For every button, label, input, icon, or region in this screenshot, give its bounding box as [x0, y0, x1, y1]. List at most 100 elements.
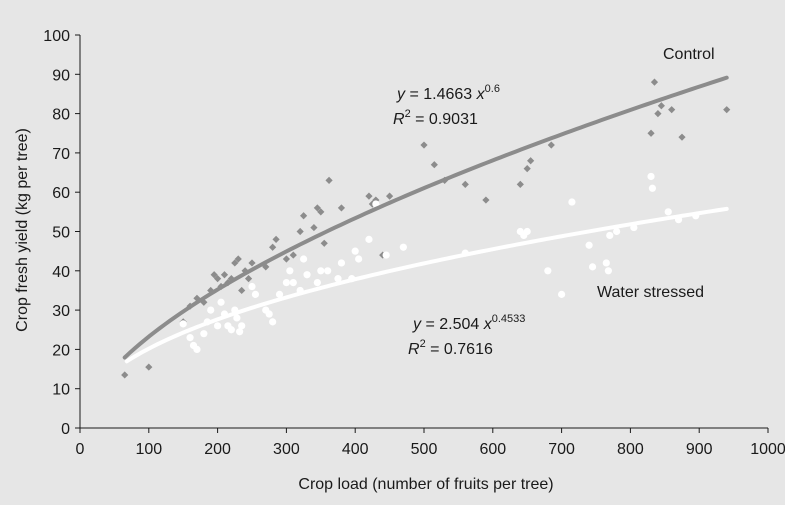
water-stressed-point — [186, 334, 194, 342]
control-point — [210, 271, 218, 279]
control-point — [516, 180, 524, 188]
control-point — [337, 204, 346, 212]
y-tick-label: 80 — [52, 107, 70, 124]
control-point — [313, 204, 321, 212]
tick-labels: 0 100 200 300 400 500 600 700 800 900 1000 0 10 20 30 4… — [43, 28, 785, 458]
y-tick-label: 50 — [52, 225, 70, 242]
control-fit-curve — [122, 75, 729, 360]
water-stressed-point — [269, 318, 277, 326]
control-equation: y = 1.4663 x0.6 — [396, 83, 500, 103]
control-point — [296, 227, 304, 236]
water-stressed-fit-curve — [124, 206, 729, 364]
control-point — [289, 251, 297, 259]
x-tick-label: 900 — [686, 441, 713, 458]
control-point — [269, 243, 277, 251]
water-stressed-point — [372, 200, 380, 208]
water-stressed-point — [613, 227, 621, 236]
water-stressed-point — [568, 198, 576, 206]
water-stressed-point — [648, 184, 657, 192]
water-stressed-point — [585, 241, 593, 249]
control-point — [430, 161, 438, 169]
control-point — [482, 196, 490, 204]
water-stressed-point — [289, 278, 297, 287]
water-stressed-point — [233, 314, 241, 322]
y-axis-title: Crop fresh yield (kg per tree) — [14, 128, 31, 332]
y-tick-label: 0 — [61, 421, 70, 438]
control-point — [657, 102, 665, 110]
control-point — [523, 165, 531, 173]
x-tick-label: 700 — [548, 441, 575, 458]
water-stressed-point — [214, 322, 222, 330]
water-stressed-point — [238, 322, 246, 330]
water-stressed-point — [236, 328, 244, 336]
control-point — [227, 275, 235, 283]
control-point — [121, 371, 129, 379]
y-tick-label: 60 — [52, 185, 70, 202]
water-stressed-point — [193, 345, 201, 353]
water-stressed-point — [282, 278, 290, 287]
x-tick-label: 800 — [617, 441, 644, 458]
control-point — [386, 192, 394, 200]
control-point — [272, 235, 280, 243]
y-tick-label: 10 — [52, 382, 70, 399]
water-stressed-point — [382, 251, 390, 259]
water-stressed-point — [334, 275, 342, 283]
water-stressed-point — [317, 267, 325, 275]
y-tick-label: 20 — [52, 342, 70, 359]
water-stressed-point — [606, 231, 614, 240]
water-stressed-point — [337, 259, 346, 267]
water-stressed-point — [207, 306, 215, 314]
series-label-water-stressed: Water stressed — [597, 284, 704, 301]
water-stressed-point — [227, 326, 235, 334]
data-points — [121, 78, 731, 379]
x-tick-label: 1000 — [750, 441, 785, 458]
water-stressed-point — [604, 267, 612, 275]
x-tick-label: 100 — [135, 441, 162, 458]
control-r-squared: R2 = 0.9031 — [393, 104, 478, 128]
control-point — [647, 129, 655, 137]
water-stressed-point — [365, 235, 373, 243]
water-stressed-point — [399, 243, 407, 251]
control-point — [317, 208, 325, 216]
y-tick-label: 40 — [52, 264, 70, 281]
control-point — [320, 239, 328, 247]
water-stressed-point — [300, 255, 308, 263]
water-stressed-point — [647, 172, 655, 181]
water-stressed-point — [303, 271, 311, 279]
axes — [75, 34, 769, 433]
x-tick-label: 400 — [342, 441, 369, 458]
control-point — [420, 141, 428, 149]
control-point — [238, 286, 246, 295]
x-tick-label: 300 — [273, 441, 300, 458]
water-stressed-point — [265, 310, 273, 318]
fit-curves — [122, 75, 729, 364]
water-stressed-point — [588, 263, 597, 271]
control-point — [220, 271, 229, 279]
water-stressed-point — [179, 320, 187, 328]
control-point — [668, 106, 676, 114]
control-point — [650, 78, 659, 86]
control-point — [365, 192, 373, 200]
control-point — [372, 196, 380, 204]
x-tick-label: 200 — [204, 441, 231, 458]
control-point — [300, 212, 308, 220]
water-stressed-point — [544, 267, 552, 275]
water-stressed-point — [602, 259, 610, 267]
water-stressed-point — [200, 330, 208, 338]
control-point — [547, 141, 555, 149]
control-point — [325, 176, 333, 185]
water-stressed-equation: y = 2.504 x0.4533 — [412, 313, 525, 333]
control-point — [654, 110, 662, 118]
y-tick-label: 70 — [52, 146, 70, 163]
control-point — [723, 106, 731, 114]
water-stressed-point — [355, 255, 363, 263]
water-stressed-point — [217, 298, 225, 306]
x-axis-title: Crop load (number of fruits per tree) — [298, 476, 553, 493]
water-stressed-point — [248, 282, 256, 291]
series-label-control: Control — [663, 46, 715, 63]
x-tick-label: 500 — [411, 441, 438, 458]
control-point — [248, 259, 256, 267]
water-stressed-point — [251, 290, 260, 298]
control-point — [214, 275, 222, 283]
